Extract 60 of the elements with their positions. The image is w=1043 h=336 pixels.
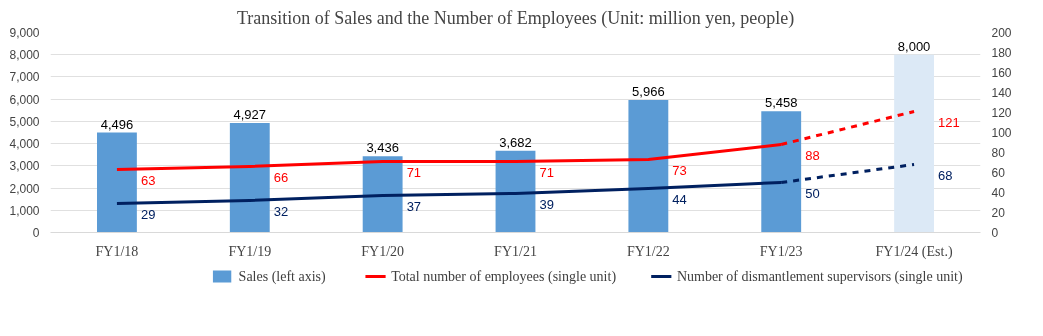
chart-title: Transition of Sales and the Number of Employees (Unit: million yen, people) — [236, 7, 795, 29]
x-tick-label: FY1/18 — [95, 243, 139, 259]
data-label: 4,927 — [233, 107, 267, 123]
bar — [894, 54, 934, 233]
y2-tick-label: 120 — [991, 106, 1012, 120]
y-tick-label: 6,000 — [9, 92, 40, 107]
y-tick-label: 9,000 — [9, 26, 40, 40]
data-label: 63 — [140, 172, 156, 188]
y2-tick-label: 40 — [991, 186, 1006, 200]
y-tick-label: 2,000 — [9, 181, 40, 196]
data-label: 71 — [539, 164, 554, 180]
data-label: 5,458 — [764, 95, 798, 111]
bar — [628, 99, 669, 233]
data-label: 3,436 — [366, 140, 399, 156]
data-label: 3,682 — [499, 134, 532, 150]
y2-tick-label: 180 — [991, 46, 1012, 60]
legend-label: Total number of employees (single unit) — [391, 269, 617, 285]
y-tick-label: 3,000 — [9, 159, 40, 174]
bar — [362, 156, 403, 233]
data-label: 73 — [672, 162, 687, 178]
y2-tick-label: 80 — [991, 146, 1006, 160]
data-label: 32 — [273, 203, 289, 219]
bar — [97, 132, 137, 233]
x-tick-label: FY1/21 — [494, 243, 537, 259]
y-tick-label: 4,000 — [9, 137, 40, 152]
bar — [229, 123, 270, 233]
y-tick-label: 0 — [32, 226, 40, 240]
bar — [495, 150, 536, 233]
data-label: 88 — [805, 147, 820, 163]
y2-tick-label: 20 — [991, 206, 1006, 220]
data-label: 4,496 — [100, 116, 134, 132]
y2-tick-label: 160 — [991, 66, 1012, 80]
legend-label: Sales (left axis) — [238, 269, 327, 285]
data-label: 37 — [406, 198, 422, 214]
y-tick-label: 7,000 — [9, 70, 40, 85]
x-tick-label: FY1/24 (Est.) — [875, 243, 953, 260]
x-tick-label: FY1/20 — [361, 243, 405, 259]
x-tick-label: FY1/22 — [626, 243, 670, 259]
data-label: 71 — [406, 164, 422, 180]
y-tick-label: 5,000 — [9, 114, 40, 129]
y2-tick-label: 100 — [991, 126, 1012, 140]
data-label: 29 — [140, 206, 156, 222]
bar — [761, 111, 802, 233]
y-tick-label: 1,000 — [9, 203, 40, 218]
y2-tick-label: 60 — [991, 166, 1006, 180]
data-label: 66 — [273, 169, 289, 185]
x-tick-label: FY1/19 — [228, 243, 272, 259]
data-label: 121 — [938, 114, 960, 130]
data-label: 39 — [539, 196, 554, 212]
data-label: 5,966 — [632, 83, 665, 99]
legend-label: Number of dismantlement supervisors (single unit) — [676, 269, 964, 285]
x-tick-label: FY1/23 — [759, 243, 803, 259]
data-label: 44 — [672, 191, 687, 207]
y2-tick-label: 0 — [991, 226, 999, 240]
data-label: 50 — [805, 185, 820, 201]
y-tick-label: 8,000 — [9, 48, 40, 63]
data-label: 8,000 — [897, 38, 931, 54]
y2-tick-label: 140 — [991, 86, 1012, 100]
y2-tick-label: 200 — [991, 26, 1012, 40]
data-label: 68 — [938, 167, 953, 183]
